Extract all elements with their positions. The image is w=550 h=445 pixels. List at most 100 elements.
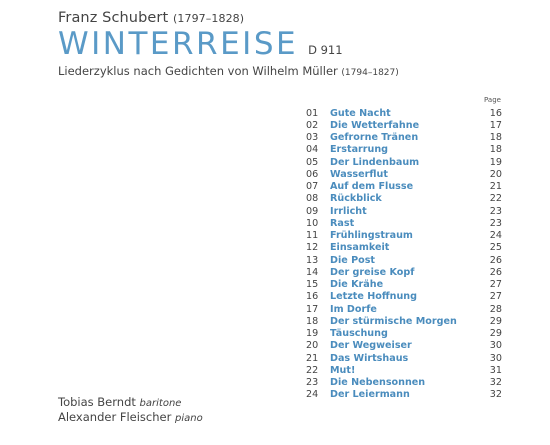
track-page: 32 xyxy=(489,389,502,401)
track-title: Der Lindenbaum xyxy=(330,156,420,168)
track-row[interactable]: 16 Letzte Hoffnung 27 xyxy=(306,291,502,303)
track-row[interactable]: 04 Erstarrung 18 xyxy=(306,144,502,156)
page-column-header: Page xyxy=(484,96,501,104)
track-page: 27 xyxy=(489,279,502,291)
track-title: Einsamkeit xyxy=(330,242,390,254)
track-page: 17 xyxy=(489,119,502,131)
track-title: Frühlingstraum xyxy=(330,230,413,242)
track-page: 23 xyxy=(489,217,502,229)
track-title: Der stürmische Morgen xyxy=(330,315,457,327)
track-number: 03 xyxy=(306,132,319,144)
track-title: Im Dorfe xyxy=(330,303,377,315)
track-number: 15 xyxy=(306,279,319,291)
performer-role: piano xyxy=(174,413,203,424)
performer: Alexander Fleischer piano xyxy=(58,410,203,425)
track-page: 30 xyxy=(489,340,502,352)
track-page: 30 xyxy=(489,352,502,364)
track-title: Rückblick xyxy=(330,193,382,205)
track-page: 18 xyxy=(489,144,502,156)
track-title: Täuschung xyxy=(330,328,388,340)
track-row[interactable]: 08 Rückblick 22 xyxy=(306,193,502,205)
track-row[interactable]: 14 Der greise Kopf 26 xyxy=(306,266,502,278)
performers: Tobias Berndt baritone Alexander Fleische… xyxy=(58,395,203,425)
track-row[interactable]: 11 Frühlingstraum 24 xyxy=(306,230,502,242)
track-row[interactable]: 10 Rast 23 xyxy=(306,217,502,229)
track-row[interactable]: 24 Der Leiermann 32 xyxy=(306,389,502,401)
track-number: 11 xyxy=(306,230,319,242)
track-row[interactable]: 07 Auf dem Flusse 21 xyxy=(306,181,502,193)
track-number: 07 xyxy=(306,181,319,193)
track-row[interactable]: 12 Einsamkeit 25 xyxy=(306,242,502,254)
track-row[interactable]: 18 Der stürmische Morgen 29 xyxy=(306,315,502,327)
track-row[interactable]: 23 Die Nebensonnen 32 xyxy=(306,377,502,389)
performer: Tobias Berndt baritone xyxy=(58,395,203,410)
track-row[interactable]: 19 Täuschung 29 xyxy=(306,328,502,340)
track-page: 16 xyxy=(489,107,502,119)
track-row[interactable]: 21 Das Wirtshaus 30 xyxy=(306,352,502,364)
track-page: 32 xyxy=(489,377,502,389)
performer-name: Tobias Berndt xyxy=(58,395,136,409)
track-page: 23 xyxy=(489,205,502,217)
track-number: 06 xyxy=(306,168,319,180)
track-title: Der Leiermann xyxy=(330,389,410,401)
track-number: 18 xyxy=(306,315,319,327)
track-title: Die Krähe xyxy=(330,279,384,291)
track-page: 18 xyxy=(489,132,502,144)
track-number: 05 xyxy=(306,156,319,168)
track-number: 10 xyxy=(306,217,319,229)
composer-name: Franz Schubert xyxy=(58,10,169,26)
track-page: 26 xyxy=(489,266,502,278)
track-page: 21 xyxy=(489,181,502,193)
catalog-number: D 911 xyxy=(308,43,343,57)
track-title: Mut! xyxy=(330,364,356,376)
composer-years: (1797–1828) xyxy=(173,12,245,25)
track-row[interactable]: 09 Irrlicht 23 xyxy=(306,205,502,217)
performer-name: Alexander Fleischer xyxy=(58,410,172,424)
track-title: Letzte Hoffnung xyxy=(330,291,417,303)
track-title: Rast xyxy=(330,217,355,229)
track-page: 24 xyxy=(489,230,502,242)
track-page: 22 xyxy=(489,193,502,205)
track-title: Wasserflut xyxy=(330,168,388,180)
track-row[interactable]: 22 Mut! 31 xyxy=(306,364,502,376)
track-row[interactable]: 15 Die Krähe 27 xyxy=(306,279,502,291)
track-page: 26 xyxy=(489,254,502,266)
track-title: Die Post xyxy=(330,254,376,266)
track-row[interactable]: 20 Der Wegweiser 30 xyxy=(306,340,502,352)
track-page: 28 xyxy=(489,303,502,315)
track-number: 16 xyxy=(306,291,319,303)
track-row[interactable]: 01 Gute Nacht 16 xyxy=(306,107,502,119)
track-number: 19 xyxy=(306,328,319,340)
track-list: 01 Gute Nacht 16 02 Die Wetterfahne 17 03 Gefro… xyxy=(306,107,502,401)
track-title: Irrlicht xyxy=(330,205,367,217)
track-number: 08 xyxy=(306,193,319,205)
track-number: 13 xyxy=(306,254,319,266)
track-title: Das Wirtshaus xyxy=(330,352,409,364)
track-title: Gute Nacht xyxy=(330,107,391,119)
track-title: Erstarrung xyxy=(330,144,389,156)
track-number: 23 xyxy=(306,377,319,389)
track-row[interactable]: 03 Gefrorne Tränen 18 xyxy=(306,132,502,144)
track-row[interactable]: 02 Die Wetterfahne 17 xyxy=(306,119,502,131)
track-row[interactable]: 05 Der Lindenbaum 19 xyxy=(306,156,502,168)
track-title: Die Wetterfahne xyxy=(330,119,420,131)
track-row[interactable]: 06 Wasserflut 20 xyxy=(306,168,502,180)
track-title: Der Wegweiser xyxy=(330,340,412,352)
title-row: WINTERREISE D 911 xyxy=(58,26,399,62)
track-title: Die Nebensonnen xyxy=(330,377,426,389)
work-title: WINTERREISE xyxy=(58,26,299,62)
header: Franz Schubert (1797–1828) WINTERREISE D… xyxy=(58,10,399,78)
track-page: 19 xyxy=(489,156,502,168)
track-row[interactable]: 17 Im Dorfe 28 xyxy=(306,303,502,315)
track-number: 17 xyxy=(306,303,319,315)
track-row[interactable]: 13 Die Post 26 xyxy=(306,254,502,266)
composer: Franz Schubert (1797–1828) xyxy=(58,10,399,26)
subtitle-text: Liederzyklus nach Gedichten von Wilhelm … xyxy=(58,64,338,78)
poet-years: (1794–1827) xyxy=(341,68,399,78)
track-number: 04 xyxy=(306,144,319,156)
track-page: 29 xyxy=(489,328,502,340)
performer-role: baritone xyxy=(139,398,182,409)
track-number: 12 xyxy=(306,242,319,254)
track-title: Der greise Kopf xyxy=(330,266,415,278)
track-title: Gefrorne Tränen xyxy=(330,132,419,144)
